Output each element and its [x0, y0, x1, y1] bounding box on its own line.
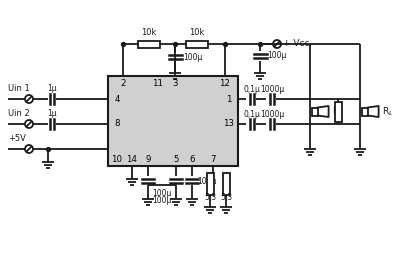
Text: 13: 13 [224, 119, 234, 129]
Text: + Vcc: + Vcc [283, 40, 310, 49]
Bar [108, 76, 238, 166]
Text: 100μ: 100μ [267, 52, 286, 60]
Text: 10: 10 [112, 154, 122, 164]
Bar [186, 40, 208, 47]
Text: 8: 8 [114, 119, 120, 129]
Text: +5V: +5V [8, 134, 26, 143]
Text: 0,1μ: 0,1μ [244, 110, 260, 119]
Text: 100μ: 100μ [152, 196, 172, 205]
Text: 3: 3 [172, 78, 178, 87]
Bar [222, 173, 230, 195]
Text: 1μ: 1μ [47, 109, 57, 118]
Text: 12: 12 [220, 78, 230, 87]
Text: 1: 1 [226, 94, 232, 103]
Text: 5: 5 [173, 154, 179, 164]
Text: 14: 14 [126, 154, 138, 164]
Text: 100μ: 100μ [197, 177, 216, 185]
Text: 1000μ: 1000μ [260, 85, 284, 94]
Text: 1000μ: 1000μ [260, 110, 284, 119]
Bar [312, 107, 318, 116]
Bar [138, 40, 160, 47]
Text: 100μ: 100μ [183, 53, 202, 61]
Bar [362, 107, 368, 116]
Text: 10k: 10k [189, 28, 205, 37]
Text: 4: 4 [114, 94, 120, 103]
Text: 11: 11 [152, 78, 164, 87]
Text: 100μ: 100μ [152, 189, 172, 198]
Bar [334, 102, 342, 121]
Bar [206, 173, 214, 195]
Text: 5,3: 5,3 [204, 193, 216, 202]
Text: Uin 2: Uin 2 [8, 109, 30, 118]
Text: 0,1μ: 0,1μ [244, 85, 260, 94]
Text: 2: 2 [120, 78, 126, 87]
Text: R$_L$: R$_L$ [382, 105, 394, 118]
Text: 6: 6 [189, 154, 195, 164]
Text: 7: 7 [210, 154, 216, 164]
Text: 10k: 10k [141, 28, 157, 37]
Text: Uin 1: Uin 1 [8, 84, 30, 93]
Text: 5,3: 5,3 [220, 193, 232, 202]
Text: R$_L$: R$_L$ [332, 105, 344, 118]
Text: 9: 9 [145, 154, 151, 164]
Text: 1μ: 1μ [47, 84, 57, 93]
